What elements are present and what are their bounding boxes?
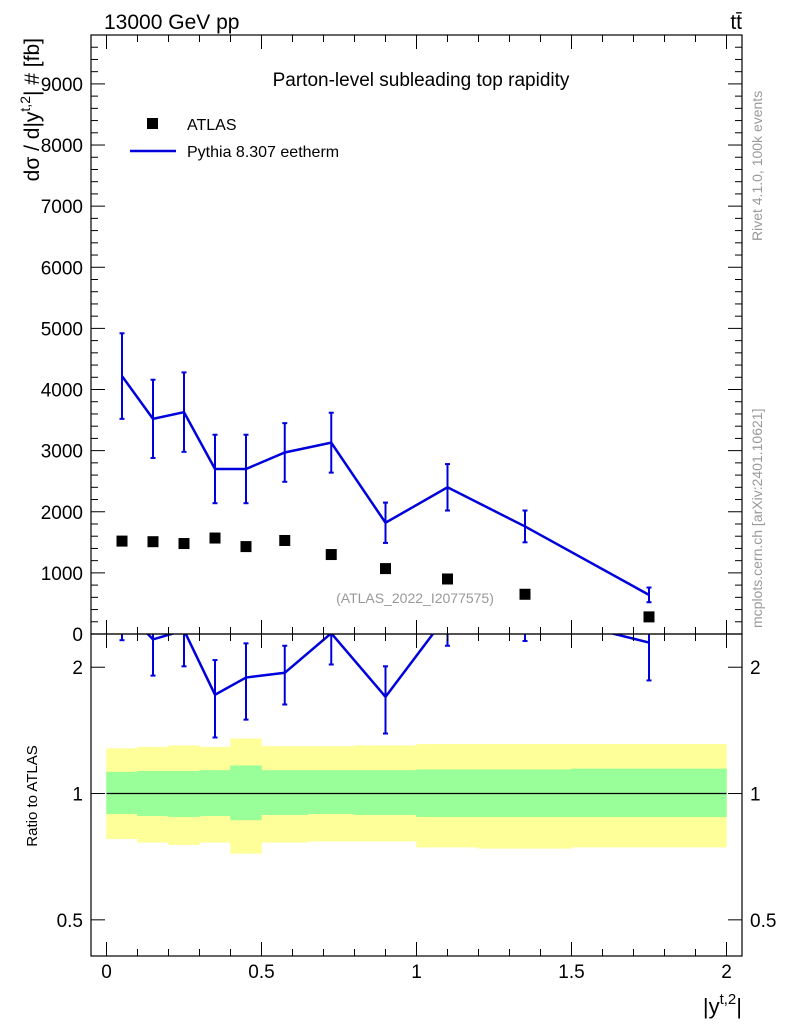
y-tick-label: 8000 xyxy=(41,136,83,157)
inner-uncertainty-band xyxy=(261,770,309,816)
x-tick-label: 1.5 xyxy=(558,962,584,983)
y-label-sup: t,2 xyxy=(17,96,33,112)
rivet-version-label: Rivet 4.1.0, 100k events xyxy=(749,91,765,241)
process-label: tt̄ xyxy=(730,11,742,34)
data-point xyxy=(116,535,128,547)
legend-label-pythia: Pythia 8.307 eetherm xyxy=(187,144,339,161)
y-tick-label: 7000 xyxy=(41,197,83,218)
mcplots-label: mcplots.cern.ch [arXiv:2401.10621] xyxy=(749,409,765,628)
legend-marker-atlas xyxy=(147,118,158,129)
x-tick-label: 2 xyxy=(721,962,732,983)
ratio-y-tick-label-right: 2 xyxy=(750,658,761,679)
data-point xyxy=(643,611,655,623)
y-label-lead: dσ / d|y xyxy=(21,111,44,181)
legend: ATLAS Pythia 8.307 eetherm xyxy=(130,117,339,161)
ratio-y-tick-label: 0.5 xyxy=(57,911,83,932)
data-point xyxy=(519,588,531,600)
ratio-y-axis-label: Ratio to ATLAS xyxy=(24,745,41,846)
main-axis-ticks: 0 1000 2000 3000 4000 5000 6000 7000 8000 9000 xyxy=(41,34,742,646)
x-tick-label: 0 xyxy=(101,962,112,983)
x-label-sup: t,2 xyxy=(720,991,737,1008)
y-tick-label: 9000 xyxy=(41,75,83,96)
beam-energy-label: 13000 GeV pp xyxy=(104,11,239,34)
mc-series xyxy=(119,332,652,604)
legend-label-atlas: ATLAS xyxy=(187,117,237,134)
x-label-tail: | xyxy=(736,994,742,1019)
main-y-axis-label: dσ / d|yt,2| # [fb] xyxy=(17,38,44,181)
ratio-y-tick-label: 1 xyxy=(72,785,83,806)
data-point xyxy=(147,536,159,548)
data-point xyxy=(240,541,252,553)
uncertainty-bands xyxy=(106,738,727,854)
x-tick-label: 0.5 xyxy=(248,962,274,983)
main-title: Parton-level subleading top rapidity xyxy=(273,70,570,91)
y-tick-label: 3000 xyxy=(41,442,83,463)
data-point xyxy=(279,534,291,546)
inner-uncertainty-band xyxy=(307,770,355,814)
mc-line xyxy=(120,375,650,596)
y-tick-label: 6000 xyxy=(41,258,83,279)
ratio-frame xyxy=(90,633,743,957)
ratio-y-tick-label: 2 xyxy=(72,658,83,679)
y-tick-label: 1000 xyxy=(41,564,83,585)
ratio-panel: 0.5 0.5 1 1 2 2 0 0.5 1 1.5 2 Ratio to ATLAS |yt,2… xyxy=(24,633,776,1019)
y-tick-label: 2000 xyxy=(41,503,83,524)
inner-uncertainty-band xyxy=(571,768,727,818)
inner-uncertainty-band xyxy=(106,771,138,814)
ratio-mc-series xyxy=(119,634,652,739)
data-point xyxy=(178,538,190,550)
ratio-y-tick-label-right: 0.5 xyxy=(750,911,776,932)
data-point xyxy=(209,532,221,544)
inner-uncertainty-band xyxy=(354,770,417,816)
data-point xyxy=(442,573,453,585)
inner-uncertainty-band xyxy=(230,765,262,821)
main-panel: 0 1000 2000 3000 4000 5000 6000 7000 8000 9000 Pa… xyxy=(17,34,743,646)
data-point xyxy=(380,563,391,575)
x-axis-label: |yt,2| xyxy=(703,991,742,1019)
y-tick-label: 4000 xyxy=(41,381,83,402)
analysis-watermark: (ATLAS_2022_I2077575) xyxy=(336,590,494,606)
ratio-axis-ticks: 0.5 0.5 1 1 2 2 0 0.5 1 1.5 2 xyxy=(57,634,776,983)
x-tick-label: 1 xyxy=(411,962,422,983)
y-tick-label: 0 xyxy=(72,625,83,646)
x-label-lead: |y xyxy=(703,994,720,1019)
data-point xyxy=(325,549,337,561)
ratio-y-tick-label-right: 1 xyxy=(750,785,761,806)
data-series xyxy=(116,532,655,623)
y-label-tail: | # [fb] xyxy=(21,38,44,96)
y-tick-label: 5000 xyxy=(41,319,83,340)
